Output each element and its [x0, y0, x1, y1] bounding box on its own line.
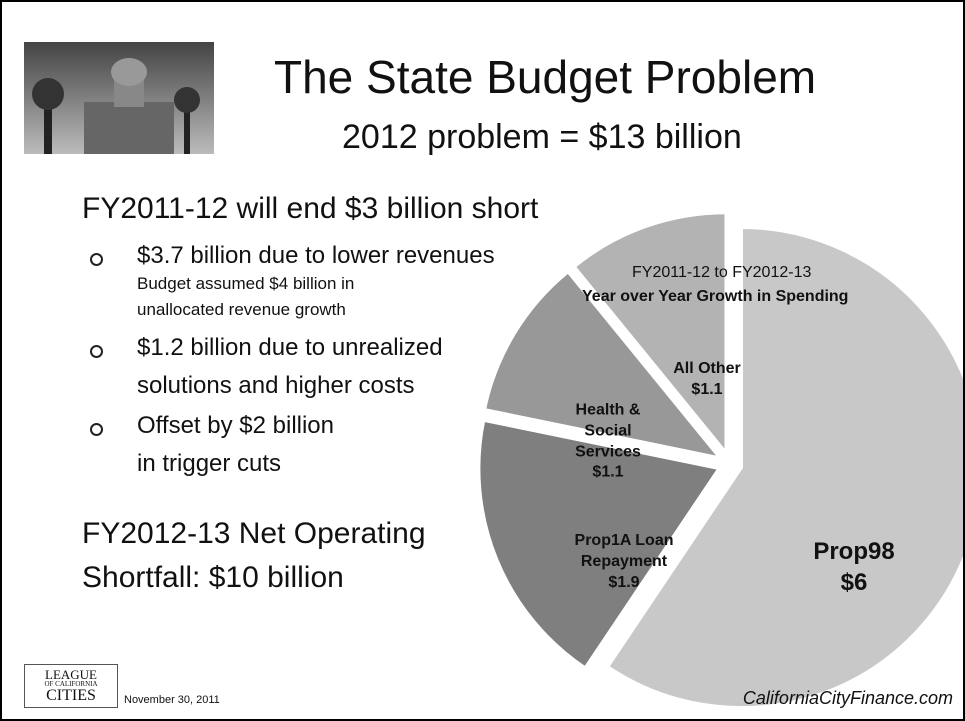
slice-label: Health & Social Services$1.1 [565, 400, 651, 483]
slice-category: Prop1A Loan Repayment [574, 531, 674, 573]
site: CaliforniaCityFinance.com [743, 688, 953, 709]
chart-subtitle: FY2011-12 to FY2012-13 [632, 264, 811, 282]
chart-title: Year over Year Growth in Spending [582, 288, 848, 306]
date: November 30, 2011 [124, 694, 220, 706]
slice-category: Prop98 [794, 536, 914, 567]
logo-text: CITIES [25, 688, 117, 704]
slice-label: Prop1A Loan Repayment$1.9 [574, 531, 674, 593]
pie-chart [2, 2, 965, 721]
slice-value: $1.9 [574, 572, 674, 593]
slice-value: $1.1 [652, 380, 762, 401]
slice-value: $1.1 [565, 463, 651, 484]
slide: The State Budget Problem 2012 problem = … [0, 0, 965, 721]
logo: LEAGUE OF CALIFORNIA CITIES [24, 664, 118, 708]
slice-category: All Other [652, 359, 762, 380]
slice-label: Prop98$6 [794, 536, 914, 598]
slice-category: Health & Social Services [565, 400, 651, 462]
slice-label: All Other$1.1 [652, 359, 762, 401]
slice-value: $6 [794, 567, 914, 598]
